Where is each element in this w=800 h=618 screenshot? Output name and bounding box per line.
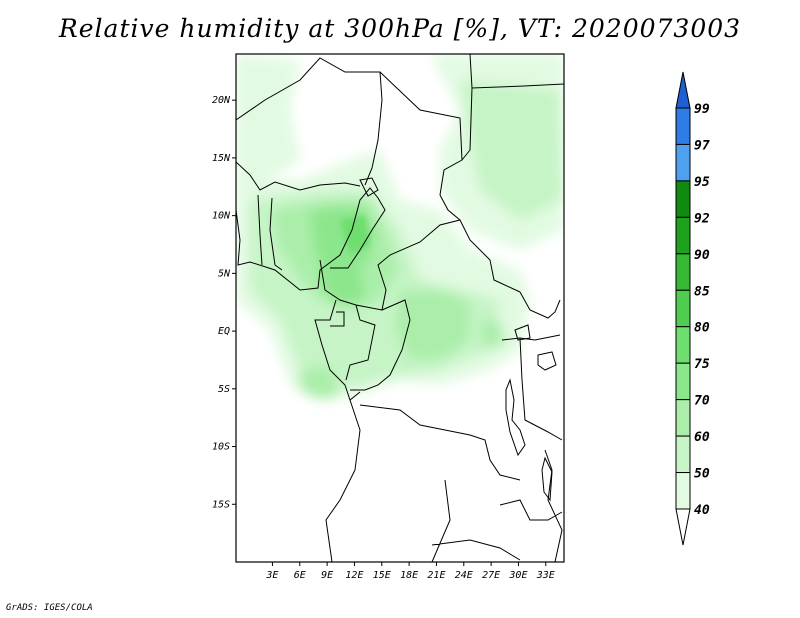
lon-tick-label: 21E — [427, 570, 445, 581]
colorbar-segment — [675, 362, 691, 401]
colorbar-label: 95 — [694, 175, 710, 190]
humidity-region-congo — [395, 290, 470, 360]
lat-tick-label: 15S — [212, 499, 230, 510]
border-lines-central — [314, 291, 563, 562]
lon-tick-label: 18E — [400, 570, 418, 581]
humidity-region-south-drop — [300, 365, 340, 400]
colorbar-segment — [675, 143, 691, 182]
border-lines-north — [236, 54, 564, 221]
colorbar-label: 90 — [694, 248, 710, 263]
colorbar-label: 92 — [694, 211, 710, 226]
lake-tanganyika — [505, 378, 526, 457]
axis-ticks: 20N 15N 10N 5N EQ 5S 10S 15S 3E 6E 9E 12E 15E 18E 21E 2… — [212, 95, 555, 581]
grads-credit: GrADS: IGES/COLA — [6, 603, 93, 613]
lat-tick-label: 15N — [212, 153, 231, 164]
lat-tick-label: 20N — [212, 95, 231, 106]
colorbar-segment — [675, 107, 691, 145]
lon-tick-label: 24E — [455, 570, 473, 581]
lon-tick-label: 9E — [321, 570, 333, 581]
lon-tick-label: 12E — [345, 570, 363, 581]
lon-tick-label: 6E — [294, 570, 306, 581]
colorbar-segment — [675, 326, 691, 364]
humidity-region-east-lakes — [480, 320, 505, 350]
colorbar-label: 70 — [694, 394, 710, 409]
colorbar-segment — [675, 435, 691, 474]
colorbar-label: 40 — [694, 503, 710, 518]
lon-tick-label: 3E — [265, 570, 278, 581]
lat-tick-label: 10N — [212, 211, 231, 222]
country-borders — [236, 54, 564, 562]
colorbar-bottom-arrow — [675, 508, 691, 546]
colorbar-label: 80 — [694, 321, 710, 336]
colorbar-label: 60 — [694, 430, 710, 445]
lat-tick-label: 5S — [218, 384, 230, 395]
colorbar-segment — [675, 289, 691, 328]
colorbar-label: 75 — [694, 357, 710, 372]
colorbar: 99 97 95 92 90 85 80 75 70 60 50 40 — [675, 71, 710, 546]
colorbar-label: 50 — [694, 467, 710, 482]
colorbar-label: 99 — [694, 102, 710, 117]
lake-victoria — [537, 351, 557, 371]
lon-tick-label: 27E — [482, 570, 500, 581]
lat-tick-label: 10S — [212, 442, 230, 453]
lake-albert — [514, 324, 531, 341]
humidity-region-ne-mid — [460, 80, 564, 220]
colorbar-segment — [675, 216, 691, 255]
colorbar-segment — [675, 472, 691, 510]
colorbar-segment — [675, 253, 691, 291]
lat-tick-label: EQ — [218, 326, 230, 337]
colorbar-label: 85 — [694, 284, 710, 299]
lat-tick-label: 5N — [218, 268, 231, 279]
humidity-region-west — [236, 54, 300, 200]
colorbar-top-arrow — [675, 71, 691, 109]
map-title: Relative humidity at 300hPa [%], VT: 202… — [58, 14, 742, 43]
colorbar-segment — [675, 180, 691, 218]
lon-tick-label: 30E — [508, 570, 527, 581]
lon-tick-label: 15E — [373, 570, 391, 581]
lake-malawi — [541, 456, 553, 502]
lake-chad — [359, 177, 379, 197]
lon-tick-label: 33E — [536, 570, 555, 581]
map-frame — [235, 53, 565, 563]
humidity-field — [236, 54, 564, 400]
border-lines-west-africa — [236, 187, 521, 311]
colorbar-segment — [675, 399, 691, 437]
colorbar-label: 97 — [694, 138, 710, 153]
